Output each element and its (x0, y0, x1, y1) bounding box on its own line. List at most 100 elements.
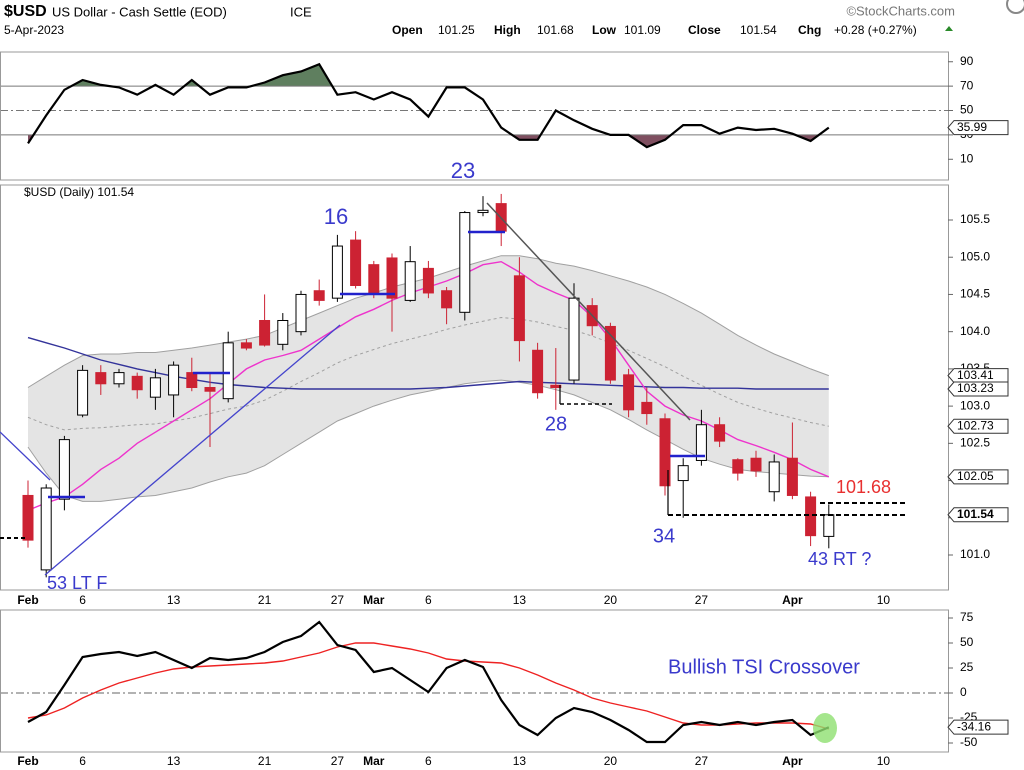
trend-line (0, 431, 51, 481)
y-tick-label: 0 (960, 685, 967, 699)
y-tick-label: 105.5 (960, 212, 990, 226)
value-box-label: 102.05 (957, 469, 994, 483)
x-tick-label: 10 (877, 593, 891, 607)
candle-body (422, 267, 434, 294)
y-tick-label: 101.0 (960, 547, 990, 561)
candle-body (477, 209, 489, 214)
source: ©StockCharts.com (846, 3, 955, 18)
x-tick-label: 13 (167, 593, 181, 607)
candle-body (714, 424, 726, 442)
y-tick-label: -50 (960, 735, 978, 749)
quote-value: 101.09 (624, 23, 661, 37)
quote-label: Close (688, 23, 721, 37)
x-tick-label: 27 (331, 593, 345, 607)
x-tick-label: Feb (17, 593, 38, 607)
drawings (0, 202, 905, 743)
panel-frame (0, 184, 949, 591)
value-box-pointer (947, 368, 1009, 384)
candle-body (40, 487, 52, 571)
y-tick-label: 50 (960, 103, 974, 117)
panel-title: $USD (Daily) (24, 185, 94, 199)
value-box-label: 102.73 (957, 418, 994, 432)
x-tick-label: 10 (877, 754, 891, 768)
y-tick-label: 50 (960, 635, 974, 649)
candle-body (786, 457, 798, 496)
x-tick-label: Apr (782, 593, 803, 607)
candle-body (368, 264, 380, 295)
quote-value: 101.25 (438, 23, 475, 37)
value-box-pointer (947, 719, 1009, 735)
y-tick-label: 10 (960, 151, 974, 165)
y-tick-label: 104.0 (960, 324, 990, 338)
candle-body (604, 325, 616, 381)
candle-body (313, 290, 325, 301)
candle-body (77, 369, 89, 416)
value-box-label: 35.99 (957, 120, 987, 134)
candle-body (131, 375, 143, 391)
x-tick-label: 20 (604, 593, 618, 607)
annotation: 101.68 (836, 477, 891, 497)
panel-frame (0, 609, 949, 753)
quote-value: +0.28 (+0.27%) (834, 23, 917, 37)
candle-body (532, 349, 544, 394)
quote-label: Open (392, 23, 423, 37)
candle-body (750, 457, 762, 472)
candle-body (186, 372, 198, 388)
candle-body (732, 459, 744, 474)
y-tick-label: 90 (960, 54, 974, 68)
candle-body (204, 387, 216, 392)
annotation: 43 RT ? (808, 549, 871, 569)
x-tick-label: 27 (695, 754, 709, 768)
candle-body (168, 364, 180, 396)
crossover-highlight (813, 713, 837, 743)
x-tick-label: Mar (363, 593, 385, 607)
quote-label: Chg (798, 23, 821, 37)
candle-body (386, 257, 398, 299)
quote-label: Low (592, 23, 617, 37)
candle-body (823, 514, 835, 537)
up-arrow (945, 26, 953, 31)
candle-body (404, 261, 416, 301)
quote-label: High (494, 23, 521, 37)
candle-body (113, 372, 125, 385)
candle-body (641, 401, 653, 415)
close-icon[interactable] (1006, 0, 1024, 14)
value-box-pointer (947, 507, 1009, 523)
indicator-line (27, 620, 830, 744)
x-tick-label: 27 (695, 593, 709, 607)
candle-body (441, 290, 453, 309)
x-tick-label: 6 (79, 754, 86, 768)
candle-body (277, 319, 289, 345)
quote-value: 101.68 (537, 23, 574, 37)
x-tick-label: 6 (425, 593, 432, 607)
x-tick-label: 21 (258, 593, 272, 607)
panel (22, 193, 835, 578)
x-tick-label: 27 (331, 754, 345, 768)
annotation: Bullish TSI Crossover (668, 656, 860, 678)
price-panel-label: $USD (Daily) 101.54 (24, 185, 134, 199)
x-tick-label: Feb (17, 754, 38, 768)
instrument-name: US Dollar - Cash Settle (EOD) (52, 4, 227, 19)
annotation: 53 LT F (47, 573, 107, 593)
x-tick-label: 13 (167, 754, 181, 768)
x-tick-label: Mar (363, 754, 385, 768)
candle-body (695, 424, 707, 461)
value-box-label: 103.23 (957, 381, 994, 395)
x-tick-label: 20 (604, 754, 618, 768)
annotation: 23 (451, 158, 475, 183)
candle-body (513, 275, 525, 342)
value-box-pointer (947, 381, 1009, 397)
candle-body (350, 239, 362, 287)
annotation: 28 (545, 413, 567, 435)
candle-body (331, 245, 343, 299)
candle-body (259, 319, 271, 346)
x-tick-label: 6 (79, 593, 86, 607)
value-box-pointer (947, 120, 1009, 136)
y-tick-label: 102.5 (960, 436, 990, 450)
date: 5-Apr-2023 (4, 23, 64, 37)
candle-body (95, 372, 107, 385)
annotation: 34 (653, 525, 675, 547)
trend-line (486, 202, 691, 421)
value-box-pointer (947, 469, 1009, 485)
last-close: 101.54 (97, 185, 134, 199)
